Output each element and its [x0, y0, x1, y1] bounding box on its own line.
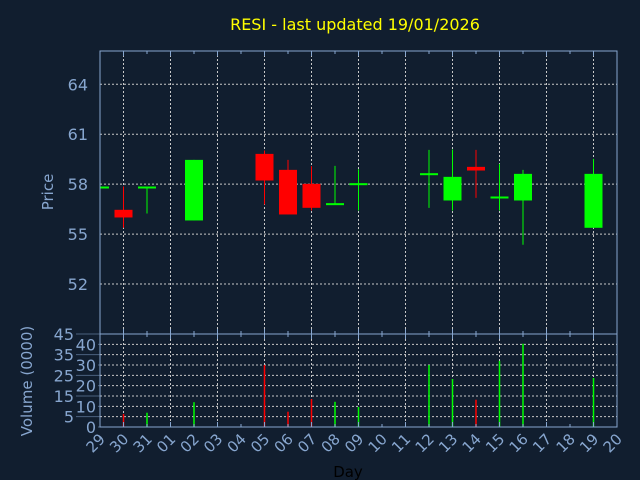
x-tick-label: 09: [341, 430, 367, 456]
x-tick-label: 17: [529, 430, 555, 456]
x-tick-label: 01: [153, 430, 179, 456]
price-tick-label: 52: [68, 275, 88, 294]
volume-tick-label: 40: [76, 335, 96, 354]
candle-body-09: [349, 183, 368, 186]
candle-body-16: [514, 173, 532, 201]
x-tick-label: 06: [271, 430, 297, 456]
candle-body-07: [302, 183, 321, 208]
volume-tick-label: 25: [54, 366, 74, 385]
candle-body-05: [255, 153, 274, 181]
grid: [100, 51, 617, 427]
volume-tick-label: 30: [76, 356, 96, 375]
x-tick-label: 05: [247, 430, 273, 456]
x-tick-label: 04: [224, 430, 250, 456]
candle-body-13: [443, 176, 462, 201]
x-tick-label: 19: [576, 430, 602, 456]
x-tick-label: 12: [412, 430, 438, 456]
candle-body-19: [584, 173, 603, 228]
x-tick-label: 07: [294, 430, 320, 456]
candle-body-08: [326, 203, 344, 206]
candle-body-29: [100, 186, 109, 189]
x-tick-label: 11: [388, 430, 414, 456]
x-tick-label: 02: [177, 430, 203, 456]
candle-body-15: [490, 196, 509, 199]
volume-tick-label: 0: [86, 418, 96, 437]
x-tick-label: 20: [600, 430, 626, 456]
volume-tick-label: 5: [64, 408, 74, 427]
candle-body-12: [420, 173, 438, 176]
x-tick-label: 31: [130, 430, 156, 456]
x-tick-label: 14: [459, 430, 485, 456]
price-tick-label: 61: [68, 125, 88, 144]
candle-body-31: [138, 186, 156, 189]
volume-tick-label: 20: [76, 377, 96, 396]
candles: [100, 149, 603, 245]
volume-tick-label: 15: [54, 387, 74, 406]
x-tick-label: 15: [482, 430, 508, 456]
price-tick-label: 64: [68, 75, 88, 94]
x-tick-label: 16: [506, 430, 532, 456]
volume-tick-label: 35: [54, 346, 74, 365]
x-tick-label: 30: [106, 430, 132, 456]
x-axis-label: Day: [333, 463, 363, 480]
volume-bars: [122, 343, 595, 427]
candle-body-02: [185, 159, 203, 221]
x-tick-label: 18: [553, 430, 579, 456]
x-tick-label: 08: [318, 430, 344, 456]
price-tick-label: 58: [68, 175, 88, 194]
volume-axis-label: Volume (0000): [18, 326, 36, 436]
x-tick-label: 13: [435, 430, 461, 456]
candle-body-14: [467, 166, 485, 171]
volume-tick-label: 45: [54, 325, 74, 344]
price-axis-label: Price: [39, 174, 57, 211]
chart-title: RESI - last updated 19/01/2026: [230, 15, 480, 34]
price-tick-label: 55: [68, 225, 88, 244]
candle-body-06: [279, 169, 297, 215]
x-tick-label: 10: [365, 430, 391, 456]
volume-tick-label: 10: [76, 397, 96, 416]
x-tick-label: 03: [200, 430, 226, 456]
candle-body-30: [114, 209, 133, 218]
